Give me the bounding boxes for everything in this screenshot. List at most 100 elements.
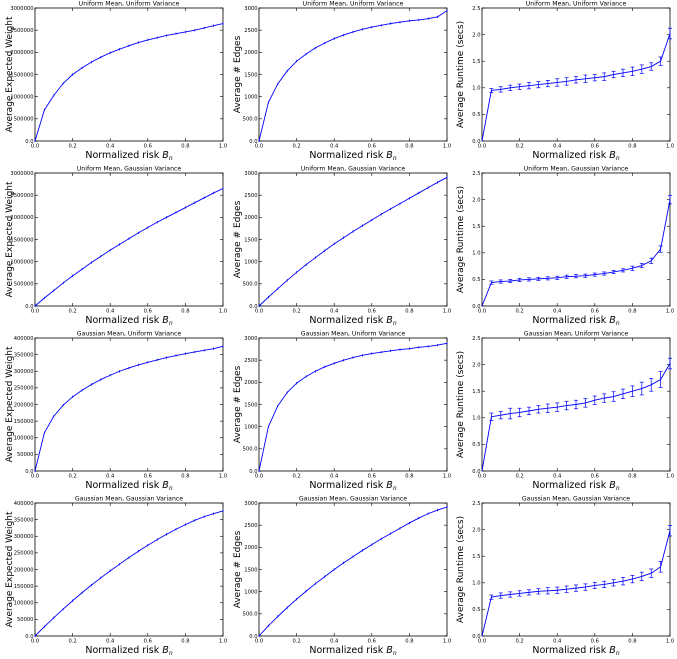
y-tick-label: 2500 [244, 193, 257, 199]
series-line [258, 506, 448, 637]
y-tick-label: 2500000 [10, 28, 33, 34]
y-tick-label: 1000 [244, 259, 257, 265]
y-tick-label: 0.5 [472, 277, 480, 283]
x-tick-label: 0.0 [255, 309, 263, 315]
x-tick-label: 0.4 [106, 144, 115, 150]
x-axis-label-symbol: B [609, 480, 616, 491]
x-tick-label: 1.0 [666, 474, 674, 480]
y-tick-label: 0.0 [472, 469, 480, 475]
y-tick-label: 500.0 [243, 612, 258, 618]
y-tick-label: 2000 [244, 545, 257, 551]
y-tick-label: 1.5 [472, 59, 480, 65]
x-tick-label: 0.6 [368, 309, 376, 315]
y-tick-label: 1.0 [472, 86, 480, 92]
y-axis-label: Average Expected Weight [5, 16, 15, 132]
chart-title: Uniform Mean, Uniform Variance [526, 1, 627, 8]
y-tick-label: 50000 [17, 452, 34, 458]
y-axis-label: Average Runtime (secs) [456, 516, 466, 623]
chart-panel-r1c1: Uniform Mean, Gaussian Variance 0.0 0.2 0.4… [233, 166, 451, 328]
y-tick-label: 1500 [244, 237, 257, 243]
y-axis-label: Average Expected Weight [5, 181, 15, 297]
chart-panel-r0c2: Uniform Mean, Uniform Variance 0.0 0.2 0.4 0… [456, 1, 674, 163]
chart-title: Uniform Mean, Gaussian Variance [301, 166, 406, 173]
series-line [34, 345, 224, 472]
x-tick-label: 0.8 [628, 474, 636, 480]
chart-panel-r1c0: Uniform Mean, Gaussian Variance 0.0 0.2 0.4… [5, 166, 227, 328]
y-axis-label: Average Expected Weight [5, 346, 15, 462]
x-axis-label: Normalized risk Bn [309, 150, 396, 162]
x-tick-label: 0.4 [330, 309, 339, 315]
x-axis-label-symbol: B [386, 480, 393, 491]
y-axis-label: Average Expected Weight [5, 511, 15, 627]
y-tick-label: 1.5 [472, 224, 480, 230]
y-tick-label: 3000 [244, 171, 257, 177]
y-tick-label: 200000 [14, 567, 34, 573]
x-tick-label: 0.2 [292, 474, 300, 480]
x-axis-label-symbol: B [386, 315, 393, 326]
x-axis-label: Normalized risk Bn [309, 480, 396, 492]
x-tick-label: 1.0 [219, 144, 227, 150]
y-tick-label: 500000 [14, 117, 34, 123]
chart-title: Uniform Mean, Gaussian Variance [524, 166, 629, 173]
series-line [34, 510, 224, 637]
x-axis-label-subscript: n [169, 650, 173, 657]
x-tick-label: 1.0 [666, 309, 674, 315]
x-tick-label: 0.6 [591, 639, 599, 645]
y-tick-label: 1500000 [10, 237, 33, 243]
x-tick-label: 0.8 [628, 144, 636, 150]
x-tick-label: 0.0 [478, 474, 486, 480]
x-tick-label: 0.2 [292, 639, 300, 645]
y-tick-label: 400000 [14, 336, 34, 342]
x-tick-label: 0.2 [515, 639, 523, 645]
x-tick-label: 0.4 [553, 309, 562, 315]
x-axis-label-text: Normalized risk [532, 315, 609, 326]
x-axis-label: Normalized risk Bn [85, 150, 172, 162]
chart-panel-r2c0: Gaussian Mean, Uniform Variance 0.0 0.2 0.4… [5, 331, 227, 493]
chart-panel-r1c2: Uniform Mean, Gaussian Variance 0.0 0.2 0.4… [456, 166, 674, 328]
y-tick-label: 1500 [244, 567, 257, 573]
x-axis-label-subscript: n [393, 485, 397, 492]
x-axis-label: Normalized risk Bn [309, 315, 396, 327]
series-line [258, 342, 448, 472]
y-tick-label: 2.5 [472, 6, 480, 12]
x-tick-label: 0.4 [553, 639, 562, 645]
x-axis-label-text: Normalized risk [309, 480, 386, 491]
y-tick-label: 1.0 [472, 581, 480, 587]
y-tick-label: 0.0 [25, 139, 33, 145]
x-tick-label: 0.0 [31, 144, 39, 150]
x-axis-label-symbol: B [386, 645, 393, 656]
x-axis-label-symbol: B [162, 645, 169, 656]
x-tick-label: 1.0 [219, 474, 227, 480]
x-tick-label: 0.2 [68, 144, 76, 150]
plot-frame [481, 337, 671, 472]
y-tick-label: 0.0 [249, 469, 257, 475]
x-axis-label-text: Normalized risk [309, 645, 386, 656]
y-tick-label: 1000 [244, 424, 257, 430]
plot-frame [481, 502, 671, 637]
y-tick-label: 350000 [14, 517, 34, 523]
chart-title: Uniform Mean, Gaussian Variance [77, 166, 182, 173]
x-tick-label: 0.4 [330, 474, 339, 480]
x-axis-label: Normalized risk Bn [85, 645, 172, 657]
x-axis-label: Normalized risk Bn [532, 480, 619, 492]
chart-panel-r0c1: Uniform Mean, Uniform Variance 0.0 0.2 0.4 0… [233, 1, 451, 163]
chart-title: Gaussian Mean, Uniform Variance [77, 331, 182, 338]
x-tick-label: 0.6 [368, 639, 376, 645]
y-tick-label: 100000 [14, 436, 34, 442]
chart-title: Gaussian Mean, Gaussian Variance [522, 496, 630, 503]
y-axis-label: Average Runtime (secs) [456, 351, 466, 458]
series-line [481, 199, 671, 307]
x-axis-label-subscript: n [393, 320, 397, 327]
y-tick-label: 0.0 [472, 139, 480, 145]
x-tick-label: 1.0 [443, 474, 451, 480]
x-axis-label-subscript: n [393, 155, 397, 162]
y-axis-label: Average # Edges [233, 530, 243, 608]
chart-panel-r3c2: Gaussian Mean, Gaussian Variance 0.0 0.2 0.… [456, 496, 674, 658]
x-tick-label: 0.6 [144, 144, 152, 150]
x-tick-label: 0.8 [405, 144, 413, 150]
plot-frame [481, 7, 671, 142]
y-tick-label: 1000000 [10, 259, 33, 265]
y-tick-label: 3000000 [10, 6, 33, 12]
x-tick-label: 0.4 [553, 474, 562, 480]
x-tick-label: 0.8 [181, 474, 189, 480]
